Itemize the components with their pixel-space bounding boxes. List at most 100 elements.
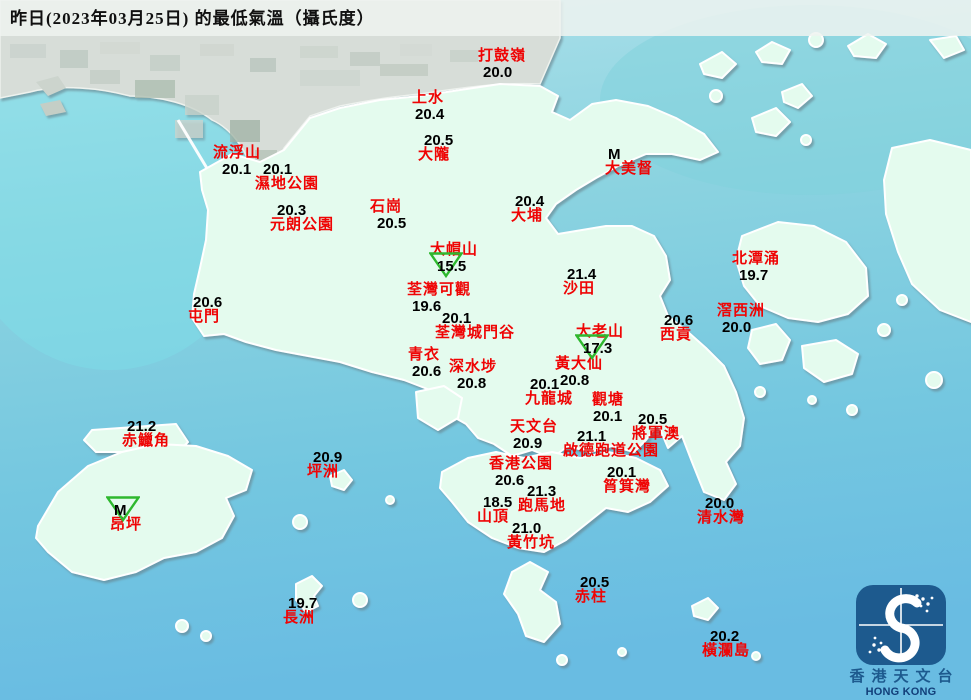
station-value: 20.5 — [377, 215, 407, 232]
station-value-wrap: 20.9 — [307, 449, 343, 466]
shenzhen-urban-area — [0, 0, 561, 186]
station-name-label: 山頂 — [477, 509, 510, 525]
station-name-label: 濕地公園 — [255, 176, 320, 192]
station-name-label: 香港公園 — [489, 456, 554, 472]
station-name-label: 跑馬地 — [518, 498, 567, 514]
station-wong-tai-sin: 黃大仙 20.8 — [555, 356, 604, 389]
station-value-wrap: 20.8 — [449, 375, 497, 391]
station-name-label: 荃灣城門谷 — [435, 325, 516, 341]
station-name-label: 西貢 — [660, 327, 693, 343]
station-value: 20.6 — [664, 312, 694, 329]
station-value: 20.3 — [277, 202, 307, 219]
station-clear-water-bay: 20.0 清水灣 — [697, 495, 745, 526]
station-value: 21.3 — [527, 483, 557, 500]
station-name-label: 橫瀾島 — [702, 643, 751, 659]
station-sha-tin: 21.4 沙田 — [563, 266, 596, 297]
station-value: 20.6 — [412, 363, 442, 380]
station-value: 20.5 — [580, 574, 610, 591]
station-value-wrap: 20.0 — [717, 319, 765, 336]
station-value: 20.2 — [710, 628, 740, 645]
hko-name-zh: 香港天文台 — [849, 669, 960, 685]
station-value-wrap: 20.1 — [213, 161, 261, 177]
station-name-label: 打鼓嶺 — [478, 48, 527, 64]
station-name-label: 昂坪 — [110, 517, 143, 533]
lowest-temp-triangle-icon — [574, 334, 610, 365]
station-value: 15.5 — [437, 258, 467, 275]
station-ngong-ping: M 昂坪 — [105, 496, 143, 533]
station-value: 21.0 — [512, 520, 542, 537]
station-name-label: 九龍城 — [525, 391, 574, 407]
station-value-wrap: 20.6 — [408, 363, 442, 380]
station-tsuen-wan-ho-koon: 荃灣可觀 19.6 — [407, 282, 472, 314]
station-value: 20.9 — [313, 449, 343, 466]
station-name-label: 青衣 — [408, 347, 441, 363]
station-value-wrap: 17.3 — [574, 334, 624, 361]
station-tates-cairn: 大老山 17.3 — [574, 324, 624, 361]
east-coast-mainland — [883, 139, 971, 323]
station-name-label: 元朗公園 — [270, 217, 335, 233]
station-value: 21.2 — [127, 418, 157, 435]
station-name-label: 坪洲 — [307, 464, 340, 480]
station-name-label: 大埔 — [511, 208, 544, 224]
station-name-label: 荃灣可觀 — [407, 282, 472, 298]
cheung-chau-island — [295, 575, 323, 613]
station-value: 20.6 — [193, 294, 223, 311]
station-value: 20.0 — [722, 319, 752, 336]
station-name-label: 赤鱲角 — [122, 433, 171, 449]
station-value-wrap: 15.5 — [428, 252, 478, 279]
station-name-label: 長洲 — [283, 610, 316, 626]
station-lau-fau-shan: 流浮山 20.1 — [213, 145, 261, 177]
station-hong-kong-park: 香港公園 20.6 — [489, 456, 554, 489]
station-value-wrap: 20.0 — [478, 64, 526, 80]
station-name-label: 北潭涌 — [732, 251, 781, 267]
station-value-wrap: 20.8 — [555, 372, 603, 389]
station-kau-sai-chau: 滘西洲 20.0 — [717, 303, 765, 336]
station-sai-kung: 20.6 西貢 — [660, 312, 693, 343]
station-name-label: 啟德跑道公園 — [563, 443, 660, 459]
station-value: 20.4 — [415, 106, 445, 123]
station-value-wrap: 20.1 — [435, 310, 515, 326]
lowest-temp-triangle-icon — [428, 252, 464, 283]
station-value-wrap: 20.4 — [412, 106, 445, 123]
lowest-temp-triangle-icon — [105, 496, 141, 527]
peng-chau-island — [329, 469, 353, 491]
station-value: 17.3 — [583, 340, 613, 357]
station-name-label: 上水 — [412, 90, 445, 106]
station-value-wrap: 20.0 — [697, 495, 745, 511]
station-value-wrap: 20.2 — [702, 628, 750, 645]
station-value-wrap: 19.7 — [283, 595, 317, 611]
station-name-label: 觀塘 — [592, 392, 625, 408]
station-value-wrap: 19.6 — [407, 298, 471, 314]
station-value-wrap: 20.1 — [255, 161, 319, 177]
station-name-label: 沙田 — [563, 281, 596, 297]
station-value: 20.1 — [607, 464, 637, 481]
station-value: 21.4 — [567, 266, 597, 283]
station-value-wrap: 20.6 — [489, 472, 553, 489]
station-yuen-long-park: 20.3 元朗公園 — [270, 202, 334, 233]
station-wong-chuk-hang: 21.0 黃竹坑 — [507, 520, 555, 551]
sai-kung-peninsula — [735, 221, 869, 323]
lantau-island — [35, 443, 253, 581]
station-name-label: 黃大仙 — [555, 356, 604, 372]
station-value: 20.4 — [515, 193, 545, 210]
station-value-wrap: 20.3 — [270, 202, 334, 219]
new-territories-kowloon — [191, 83, 745, 501]
station-value: 20.5 — [638, 411, 668, 428]
station-tsuen-wan-shing-mun-valley: 20.1 荃灣城門谷 — [435, 310, 515, 341]
station-value-wrap: 20.4 — [511, 193, 545, 210]
station-tai-mo-shan: 大帽山 15.5 — [428, 242, 478, 279]
hko-name-en: HONG KONG OBSERVATORY — [859, 686, 944, 700]
station-tseung-kwan-o: 20.5 將軍澳 — [632, 411, 680, 442]
station-value: 20.6 — [495, 472, 525, 489]
station-name-label: 屯門 — [188, 309, 221, 325]
station-value: 20.8 — [560, 372, 590, 389]
station-value-wrap: 20.6 — [188, 294, 223, 311]
station-name-label: 筲箕灣 — [603, 479, 652, 495]
hko-emblem-icon — [856, 585, 946, 665]
station-value-wrap: 18.5 — [477, 494, 512, 510]
hko-logo: 香港天文台 HONG KONG OBSERVATORY — [831, 584, 971, 700]
station-value-wrap: 21.2 — [122, 418, 170, 435]
